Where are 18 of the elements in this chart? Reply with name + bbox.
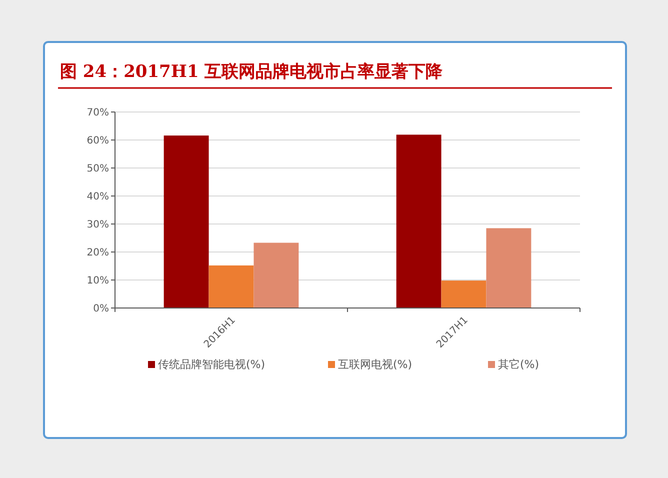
legend-label: 互联网电视(%): [338, 358, 412, 371]
y-tick-label: 40%: [86, 192, 109, 202]
bar: [441, 280, 486, 308]
legend-label: 传统品牌智能电视(%): [158, 358, 266, 371]
bar: [164, 136, 209, 308]
bar: [254, 242, 299, 308]
chart-title: 图 24：2017H1 互联网品牌电视市占率显著下降: [60, 62, 444, 82]
y-tick-label: 60%: [86, 136, 109, 146]
y-tick-label: 20%: [86, 248, 109, 258]
y-tick-label: 10%: [86, 276, 109, 286]
bar: [486, 228, 532, 308]
bar: [208, 265, 254, 308]
y-tick-label: 50%: [86, 164, 109, 174]
y-tick-label: 70%: [86, 108, 109, 118]
y-tick-label: 0%: [93, 304, 109, 314]
legend-label: 其它(%): [498, 358, 540, 371]
bar: [396, 134, 442, 308]
y-tick-label: 30%: [86, 220, 109, 230]
